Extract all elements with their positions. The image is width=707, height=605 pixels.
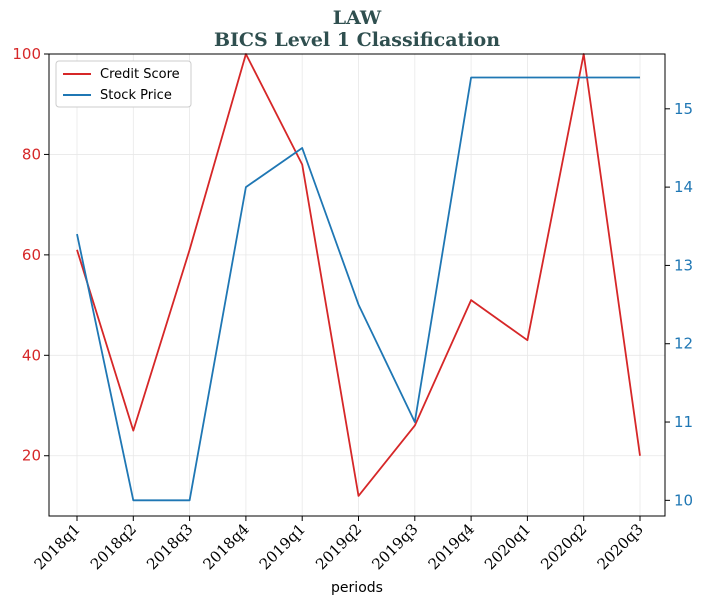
- right-tick-label: 15: [674, 100, 693, 118]
- x-tick-label: 2018q3: [143, 520, 196, 573]
- x-tick-label: 2018q4: [199, 520, 252, 573]
- chart-title: LAW: [333, 7, 382, 29]
- right-axis-ticks: 10 11 12 13 14 15: [665, 100, 693, 509]
- left-tick-label: 60: [22, 246, 41, 264]
- right-tick-label: 14: [674, 178, 693, 196]
- plot-frame: [48, 53, 666, 517]
- right-tick-label: 10: [674, 491, 693, 509]
- legend-label-stock-price: Stock Price: [100, 88, 172, 103]
- chart-subtitle: BICS Level 1 Classification: [214, 29, 500, 51]
- series-line-credit-score: [76, 53, 641, 497]
- x-tick-label: 2019q4: [425, 520, 478, 573]
- left-tick-label: 100: [12, 45, 41, 63]
- x-tick-label: 2019q2: [312, 520, 365, 573]
- legend: Credit Score Stock Price: [55, 60, 192, 108]
- left-tick-label: 80: [22, 145, 41, 163]
- grid: [49, 53, 665, 516]
- x-tick-label: 2019q1: [256, 520, 309, 573]
- x-tick-label: 2020q1: [481, 520, 534, 573]
- series-line-stock-price: [76, 76, 640, 502]
- x-axis-ticks: 2018q1 2018q2 2018q3 2018q4 2019q1 2019q2 2019…: [31, 516, 647, 573]
- x-tick-label: 2019q3: [368, 520, 421, 573]
- left-axis-ticks: 20 40 60 80 100: [12, 45, 49, 465]
- series-lines: [76, 53, 641, 502]
- right-tick-label: 12: [674, 335, 693, 353]
- left-tick-label: 40: [22, 346, 41, 364]
- x-tick-label: 2018q2: [87, 520, 140, 573]
- x-axis-label: periods: [331, 580, 383, 596]
- x-tick-label: 2020q2: [537, 520, 590, 573]
- left-tick-label: 20: [22, 447, 41, 465]
- legend-label-credit-score: Credit Score: [100, 67, 180, 82]
- right-tick-label: 13: [674, 256, 693, 274]
- x-tick-label: 2018q1: [31, 520, 84, 573]
- right-tick-label: 11: [674, 413, 693, 431]
- x-tick-label: 2020q3: [594, 520, 647, 573]
